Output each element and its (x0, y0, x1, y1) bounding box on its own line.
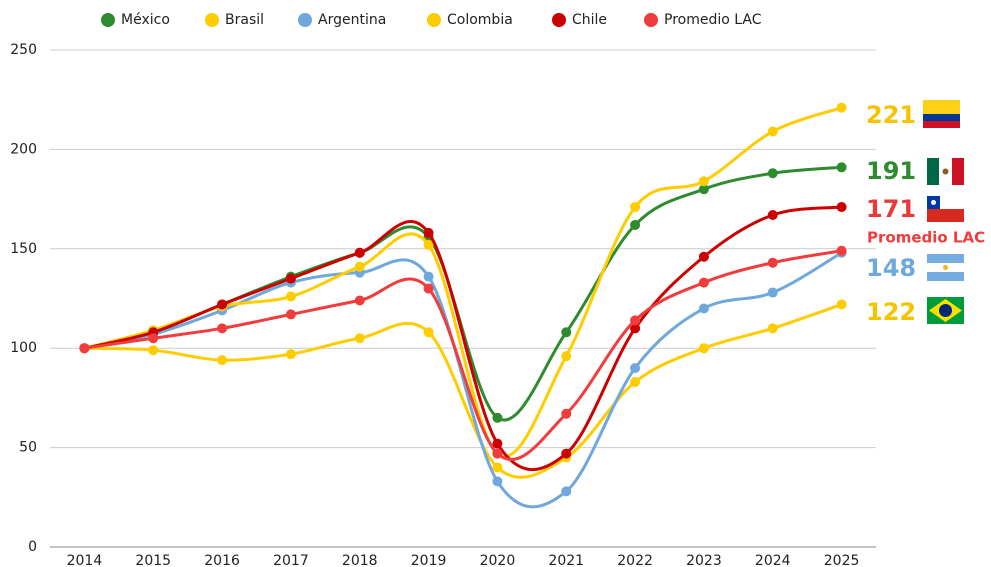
x-tick-label: 2018 (342, 553, 378, 567)
data-point (698, 176, 709, 187)
data-point (561, 327, 572, 338)
data-point (423, 239, 434, 250)
data-point (836, 245, 847, 256)
x-tick-label: 2020 (480, 553, 516, 567)
data-point (698, 184, 709, 195)
data-point (836, 202, 847, 213)
data-point (285, 349, 296, 360)
data-point (767, 210, 778, 221)
data-point (767, 323, 778, 334)
legend-swatch (552, 13, 566, 27)
y-tick-label: 200 (10, 141, 37, 157)
legend-swatch (644, 13, 658, 27)
legend-swatch (298, 13, 312, 27)
data-point (561, 408, 572, 419)
data-point (767, 257, 778, 268)
data-point (217, 299, 228, 310)
flag-colombia (923, 100, 960, 128)
legend-label: Colombia (447, 12, 513, 28)
x-tick-label: 2024 (755, 553, 791, 567)
data-point (148, 345, 159, 356)
data-point (148, 333, 159, 344)
y-tick-label: 250 (10, 42, 37, 58)
data-point (492, 448, 503, 459)
data-point (285, 291, 296, 302)
data-point (698, 251, 709, 262)
end-label: 191 (866, 157, 916, 185)
y-tick-label: 100 (10, 340, 37, 356)
end-label: 171 (866, 195, 916, 223)
x-tick-label: 2014 (67, 553, 103, 567)
x-tick-label: 2022 (617, 553, 653, 567)
legend-label: Brasil (225, 12, 264, 28)
data-point (423, 327, 434, 338)
data-point (767, 168, 778, 179)
data-point (423, 271, 434, 282)
data-point (217, 355, 228, 366)
y-tick-label: 0 (28, 539, 37, 555)
data-point (767, 287, 778, 298)
data-point (561, 486, 572, 497)
data-point (561, 351, 572, 362)
data-point (285, 273, 296, 284)
flag-chile (927, 196, 964, 222)
plot: 0 50 100 150 200 250 2014 2015 2016 2017 2018 2019 2… (10, 12, 985, 567)
data-point (698, 343, 709, 354)
legend-swatch (427, 13, 441, 27)
data-point (630, 202, 641, 213)
data-point (354, 295, 365, 306)
data-point (630, 219, 641, 230)
data-point (354, 333, 365, 344)
legend-swatch (101, 13, 115, 27)
data-point (492, 476, 503, 487)
data-point (836, 102, 847, 113)
end-label: 148 (866, 254, 916, 282)
data-point (492, 462, 503, 473)
series-line (84, 251, 843, 509)
end-label: 122 (866, 298, 916, 326)
data-point (698, 277, 709, 288)
x-tick-label: 2016 (204, 553, 240, 567)
x-tick-label: 2017 (273, 553, 309, 567)
data-point (79, 343, 90, 354)
data-point (630, 363, 641, 374)
x-tick-label: 2021 (548, 553, 584, 567)
data-point (630, 376, 641, 387)
data-point (767, 126, 778, 137)
data-point (698, 303, 709, 314)
data-point (561, 448, 572, 459)
y-tick-label: 150 (10, 241, 37, 257)
data-point (285, 309, 296, 320)
legend-swatch (205, 13, 219, 27)
data-point (217, 323, 228, 334)
data-point (354, 261, 365, 272)
series-line (84, 106, 843, 458)
flag-brazil (927, 297, 964, 324)
x-tick-label: 2019 (411, 553, 447, 567)
data-point (630, 323, 641, 334)
data-point (836, 299, 847, 310)
data-point (492, 438, 503, 449)
flag-mexico (927, 158, 964, 185)
data-point (836, 162, 847, 173)
x-tick-label: 2023 (686, 553, 722, 567)
data-point (630, 315, 641, 326)
data-point (423, 227, 434, 238)
data-point (492, 412, 503, 423)
x-tick-label: 2015 (135, 553, 171, 567)
series-line (84, 205, 842, 472)
legend-label: Chile (572, 12, 607, 28)
end-label: 221 (866, 101, 916, 129)
end-label-lac: Promedio LAC (867, 229, 985, 247)
x-tick-label: 2025 (824, 553, 860, 567)
legend-label: Promedio LAC (664, 12, 762, 28)
data-point (423, 283, 434, 294)
legend-label: México (121, 12, 170, 28)
y-tick-label: 50 (19, 440, 37, 456)
flag-argentina (927, 254, 964, 281)
data-point (354, 247, 365, 258)
legend-label: Argentina (318, 12, 386, 28)
